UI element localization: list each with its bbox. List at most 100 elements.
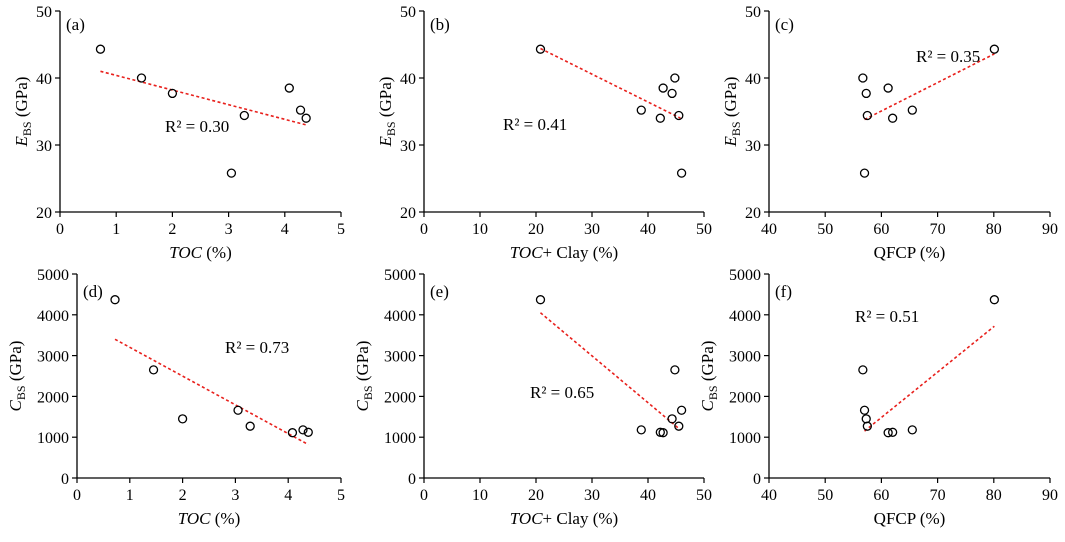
- x-tick-label: 10: [472, 221, 488, 238]
- y-tick-label: 40: [745, 71, 761, 88]
- data-point: [301, 113, 311, 123]
- data-point: [861, 414, 871, 424]
- y-tick-label: 40: [400, 71, 416, 88]
- y-tick-label: 20: [745, 205, 761, 222]
- data-point: [303, 427, 313, 437]
- data-point: [245, 421, 255, 431]
- data-point: [862, 110, 872, 121]
- x-tick-label: 3: [231, 487, 239, 504]
- x-axis-title: TOC+ Clay (%): [510, 243, 618, 262]
- y-tick-label: 0: [753, 471, 761, 488]
- x-tick-label: 1: [126, 487, 134, 504]
- data-point: [861, 88, 871, 99]
- data-point: [284, 83, 294, 93]
- x-axis-title: QFCP (%): [874, 243, 946, 262]
- data-point: [858, 73, 868, 83]
- data-point: [636, 425, 646, 435]
- y-tick-label: 50: [36, 4, 52, 21]
- y-tick-label: 20: [36, 205, 52, 222]
- data-point: [136, 73, 147, 83]
- data-point: [883, 428, 893, 438]
- x-tick-label: 0: [420, 221, 428, 238]
- panel-label: (f): [775, 282, 792, 301]
- trend-line: [114, 338, 309, 446]
- data-point: [670, 365, 680, 375]
- y-tick-label: 3000: [37, 349, 69, 366]
- data-point: [674, 110, 684, 121]
- y-axis-title: EBS (GPa): [12, 77, 34, 148]
- x-tick-label: 50: [696, 221, 712, 238]
- x-tick-label: 20: [528, 487, 544, 504]
- y-tick-label: 50: [400, 4, 416, 21]
- panel-label: (b): [430, 15, 450, 34]
- trend-line: [539, 312, 681, 431]
- data-point: [862, 421, 872, 431]
- x-tick-label: 10: [472, 487, 488, 504]
- data-point: [110, 295, 120, 305]
- data-point: [859, 168, 870, 178]
- data-point: [295, 105, 306, 115]
- x-tick-label: 90: [1042, 221, 1058, 238]
- x-tick-label: 50: [817, 487, 833, 504]
- y-tick-label: 1000: [729, 430, 761, 447]
- y-tick-label: 5000: [37, 267, 69, 284]
- x-tick-label: 20: [528, 221, 544, 238]
- y-tick-label: 3000: [384, 349, 416, 366]
- data-point: [859, 405, 870, 415]
- y-tick-label: 50: [745, 4, 761, 21]
- data-point: [535, 44, 546, 54]
- x-tick-label: 30: [584, 487, 600, 504]
- panel-label: (c): [775, 15, 794, 34]
- data-point: [667, 88, 677, 99]
- x-tick-label: 30: [584, 221, 600, 238]
- y-tick-label: 1000: [384, 430, 416, 447]
- y-axis-title: CBS (GPa): [353, 341, 375, 412]
- data-point: [667, 414, 677, 424]
- data-point: [167, 88, 178, 99]
- x-tick-label: 0: [420, 487, 428, 504]
- data-point: [298, 425, 308, 435]
- data-point: [883, 83, 893, 93]
- trend-line: [100, 70, 307, 126]
- y-tick-label: 20: [400, 205, 416, 222]
- data-point: [887, 427, 898, 437]
- data-point: [287, 428, 298, 438]
- x-tick-label: 3: [225, 221, 233, 238]
- x-tick-label: 50: [696, 487, 712, 504]
- y-tick-label: 30: [36, 138, 52, 155]
- x-axis-title: QFCP (%): [874, 509, 946, 528]
- y-tick-label: 40: [36, 71, 52, 88]
- data-point: [658, 83, 668, 93]
- data-point: [535, 295, 546, 305]
- data-point: [674, 421, 684, 431]
- data-point: [658, 428, 668, 438]
- x-tick-label: 5: [337, 221, 345, 238]
- y-tick-label: 4000: [729, 308, 761, 325]
- x-tick-label: 90: [1042, 487, 1058, 504]
- x-axis-title: TOC+ Clay (%): [510, 509, 618, 528]
- data-point: [655, 113, 665, 123]
- data-point: [989, 295, 1000, 305]
- y-tick-label: 30: [400, 138, 416, 155]
- panel-f: 40 50 60 70 80 90 0 1000 2000 3000 4000 5000 QFCP (%…: [698, 267, 1058, 528]
- y-axis-title: CBS (GPa): [6, 341, 28, 412]
- data-point: [676, 168, 687, 178]
- y-tick-label: 4000: [37, 308, 69, 325]
- data-point: [177, 414, 188, 424]
- x-tick-label: 0: [73, 487, 81, 504]
- r-squared-label: R² = 0.73: [225, 338, 289, 357]
- trend-line: [540, 47, 681, 119]
- data-point: [226, 168, 237, 178]
- x-tick-label: 5: [337, 487, 345, 504]
- data-point: [233, 405, 243, 415]
- x-tick-label: 50: [817, 221, 833, 238]
- x-tick-label: 2: [168, 221, 176, 238]
- x-tick-label: 60: [873, 221, 889, 238]
- y-tick-label: 2000: [384, 389, 416, 406]
- trend-line: [864, 53, 995, 121]
- data-point: [95, 44, 106, 54]
- trend-line: [864, 325, 995, 432]
- x-tick-label: 80: [986, 221, 1002, 238]
- y-tick-label: 5000: [384, 267, 416, 284]
